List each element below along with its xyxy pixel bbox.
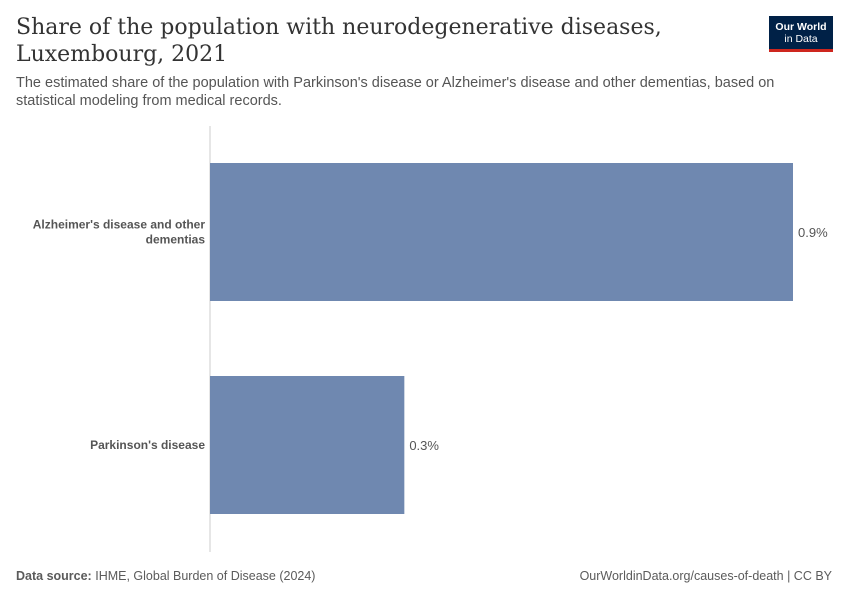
logo-line-2: in Data <box>784 33 818 45</box>
chart-title: Share of the population with neurodegene… <box>16 15 662 67</box>
data-source-text[interactable]: IHME, Global Burden of Disease (2024) <box>95 569 316 583</box>
bar-parkinson-s-disease[interactable] <box>210 376 405 514</box>
bar-alzheimer-s-disease-and-other-dementias[interactable] <box>210 163 793 301</box>
category-label-line: dementias <box>146 233 206 247</box>
data-source-label: Data source: <box>16 569 92 583</box>
owid-logo[interactable]: Our World in Data <box>769 16 833 52</box>
source-url[interactable]: OurWorldinData.org/causes-of-death | CC … <box>579 569 832 583</box>
category-label-alzheimer-s-disease-and-other-dementias: Alzheimer's disease and other dementias <box>33 218 206 247</box>
category-label-line: Alzheimer's disease and other <box>33 218 206 232</box>
bars-layer: 0.9% Alzheimer's disease and other dementi… <box>33 163 828 514</box>
category-label-parkinson-s-disease: Parkinson's disease <box>90 438 205 452</box>
value-label-parkinson-s-disease: 0.3% <box>409 438 439 453</box>
data-source: Data source: IHME, Global Burden of Dise… <box>16 569 315 583</box>
logo-line-1: Our World <box>775 21 827 33</box>
value-label-alzheimer-s-disease-and-other-dementias: 0.9% <box>798 225 828 240</box>
chart-subtitle: The estimated share of the population wi… <box>16 75 775 109</box>
category-label-line: Parkinson's disease <box>90 438 205 452</box>
